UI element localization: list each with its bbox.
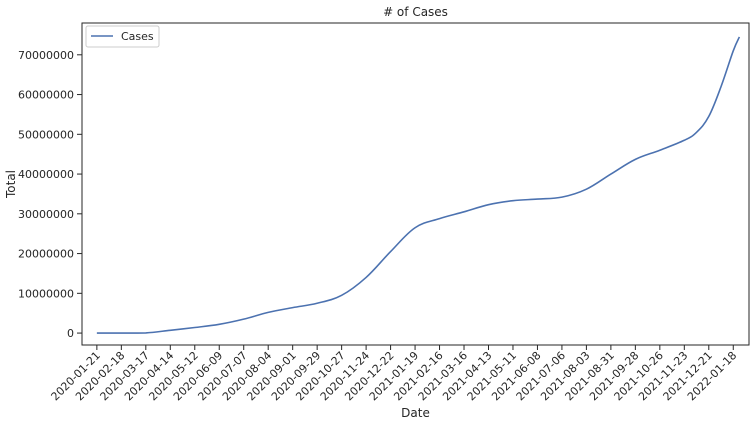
y-axis: 0 10000000 20000000 30000000 40000000 5000000… — [18, 49, 82, 340]
x-axis: 2020-01-212020-02-182020-03-172020-04-14… — [49, 345, 739, 403]
y-tick-label: 0 — [67, 327, 74, 340]
series-line-cases — [96, 36, 741, 334]
y-tick-label: 30000000 — [18, 208, 74, 221]
legend: Cases — [85, 25, 160, 48]
y-tick-label: 20000000 — [18, 248, 74, 261]
y-tick-label: 50000000 — [18, 128, 74, 141]
legend-box — [85, 25, 160, 48]
plot-frame — [81, 22, 750, 346]
legend-label-cases: Cases — [121, 30, 154, 43]
series-layer — [96, 36, 741, 334]
y-tick-label: 40000000 — [18, 168, 74, 181]
y-tick-label: 60000000 — [18, 89, 74, 102]
x-axis-title: Date — [401, 406, 430, 420]
y-tick-label: 10000000 — [18, 287, 74, 300]
chart-title: # of Cases — [383, 5, 448, 19]
y-axis-title: Total — [4, 170, 18, 199]
y-tick-label: 70000000 — [18, 49, 74, 62]
